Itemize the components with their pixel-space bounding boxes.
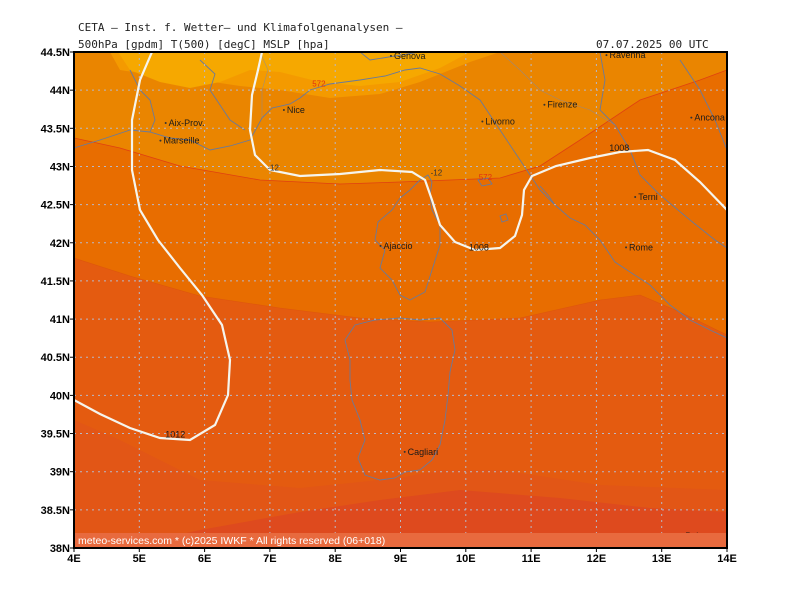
lat-tick-label: 43.5N bbox=[41, 123, 70, 135]
city-marker bbox=[379, 244, 382, 247]
lat-tick-label: 39N bbox=[50, 467, 70, 479]
borders bbox=[259, 52, 616, 126]
lat-tick-label: 40.5N bbox=[41, 352, 70, 364]
lat-tick-label: 39.5N bbox=[41, 429, 70, 441]
lon-tick-label: 10E bbox=[456, 553, 476, 565]
isobar-label: 1012 bbox=[165, 429, 185, 439]
band-top bbox=[118, 52, 470, 88]
city-label: Firenze bbox=[547, 100, 577, 110]
isobar-1008 bbox=[248, 52, 727, 252]
lat-tick-label: 44.5N bbox=[41, 47, 70, 59]
city-label: Ancona bbox=[694, 113, 725, 123]
lon-tick-label: 7E bbox=[263, 553, 276, 565]
city-label: Aix-Prov. bbox=[169, 118, 205, 128]
lat-tick-label: 42N bbox=[50, 238, 70, 250]
footer-band bbox=[75, 533, 726, 547]
isobar-label: 1008 bbox=[469, 242, 489, 252]
city-label: Genova bbox=[394, 51, 426, 61]
lat-tick-label: 43N bbox=[50, 161, 70, 173]
isobar-1012 bbox=[74, 52, 232, 442]
header-datetime: 07.07.2025 00 UTC bbox=[596, 38, 709, 51]
lat-tick-label: 38N bbox=[50, 543, 70, 555]
lat-tick-label: 44N bbox=[50, 85, 70, 97]
geopotential-label: 572 bbox=[312, 79, 326, 88]
city-label: Ravenna bbox=[609, 50, 645, 60]
lat-tick-label: 38.5N bbox=[41, 505, 70, 517]
temperature-label: -12 bbox=[267, 163, 279, 172]
lat-tick-label: 41.5N bbox=[41, 276, 70, 288]
header-title: CETA — Inst. f. Wetter— und Klimafolgena… bbox=[78, 21, 403, 34]
temperature-label: -12 bbox=[431, 169, 443, 178]
lat-tick-label: 40N bbox=[50, 390, 70, 402]
city-marker bbox=[690, 116, 693, 119]
city-marker bbox=[605, 54, 608, 57]
lon-tick-label: 14E bbox=[717, 553, 737, 565]
lat-tick-label: 41N bbox=[50, 314, 70, 326]
city-marker bbox=[625, 246, 628, 249]
city-label: Marseille bbox=[163, 136, 199, 146]
city-label: Terni bbox=[638, 192, 658, 202]
city-label: Ajaccio bbox=[384, 241, 413, 251]
city-label: Nice bbox=[287, 105, 305, 115]
isobars bbox=[74, 52, 727, 442]
isobar-label: 1008 bbox=[609, 143, 629, 153]
city-marker bbox=[403, 450, 406, 453]
city-label: Rome bbox=[629, 242, 653, 252]
lon-tick-label: 13E bbox=[652, 553, 672, 565]
lon-tick-label: 6E bbox=[198, 553, 211, 565]
lon-tick-label: 5E bbox=[133, 553, 146, 565]
city-marker bbox=[159, 139, 162, 142]
city-marker bbox=[543, 103, 546, 106]
city-marker bbox=[282, 109, 285, 112]
city-label: Cagliari bbox=[408, 447, 439, 457]
lon-tick-label: 4E bbox=[67, 553, 80, 565]
geopotential-line bbox=[74, 257, 727, 336]
lon-tick-label: 11E bbox=[522, 553, 541, 565]
city-marker bbox=[389, 54, 392, 57]
lon-tick-label: 8E bbox=[328, 553, 341, 565]
lon-tick-label: 9E bbox=[394, 553, 407, 565]
geopotential-line-572 bbox=[74, 69, 727, 185]
city-label: Livorno bbox=[485, 116, 515, 126]
footer-copyright: meteo-services.com * (c)2025 IWKF * All … bbox=[78, 535, 385, 547]
lat-lon-grid bbox=[74, 52, 727, 548]
lat-tick-label: 42.5N bbox=[41, 200, 70, 212]
city-marker bbox=[481, 120, 484, 123]
coastlines bbox=[74, 52, 727, 541]
city-marker bbox=[634, 196, 637, 199]
header-fields: 500hPa [gpdm] T(500) [degC] MSLP [hpa] bbox=[78, 38, 330, 51]
lon-tick-label: 12E bbox=[587, 553, 607, 565]
city-marker bbox=[164, 122, 167, 125]
geopotential-label: 572 bbox=[479, 173, 493, 182]
